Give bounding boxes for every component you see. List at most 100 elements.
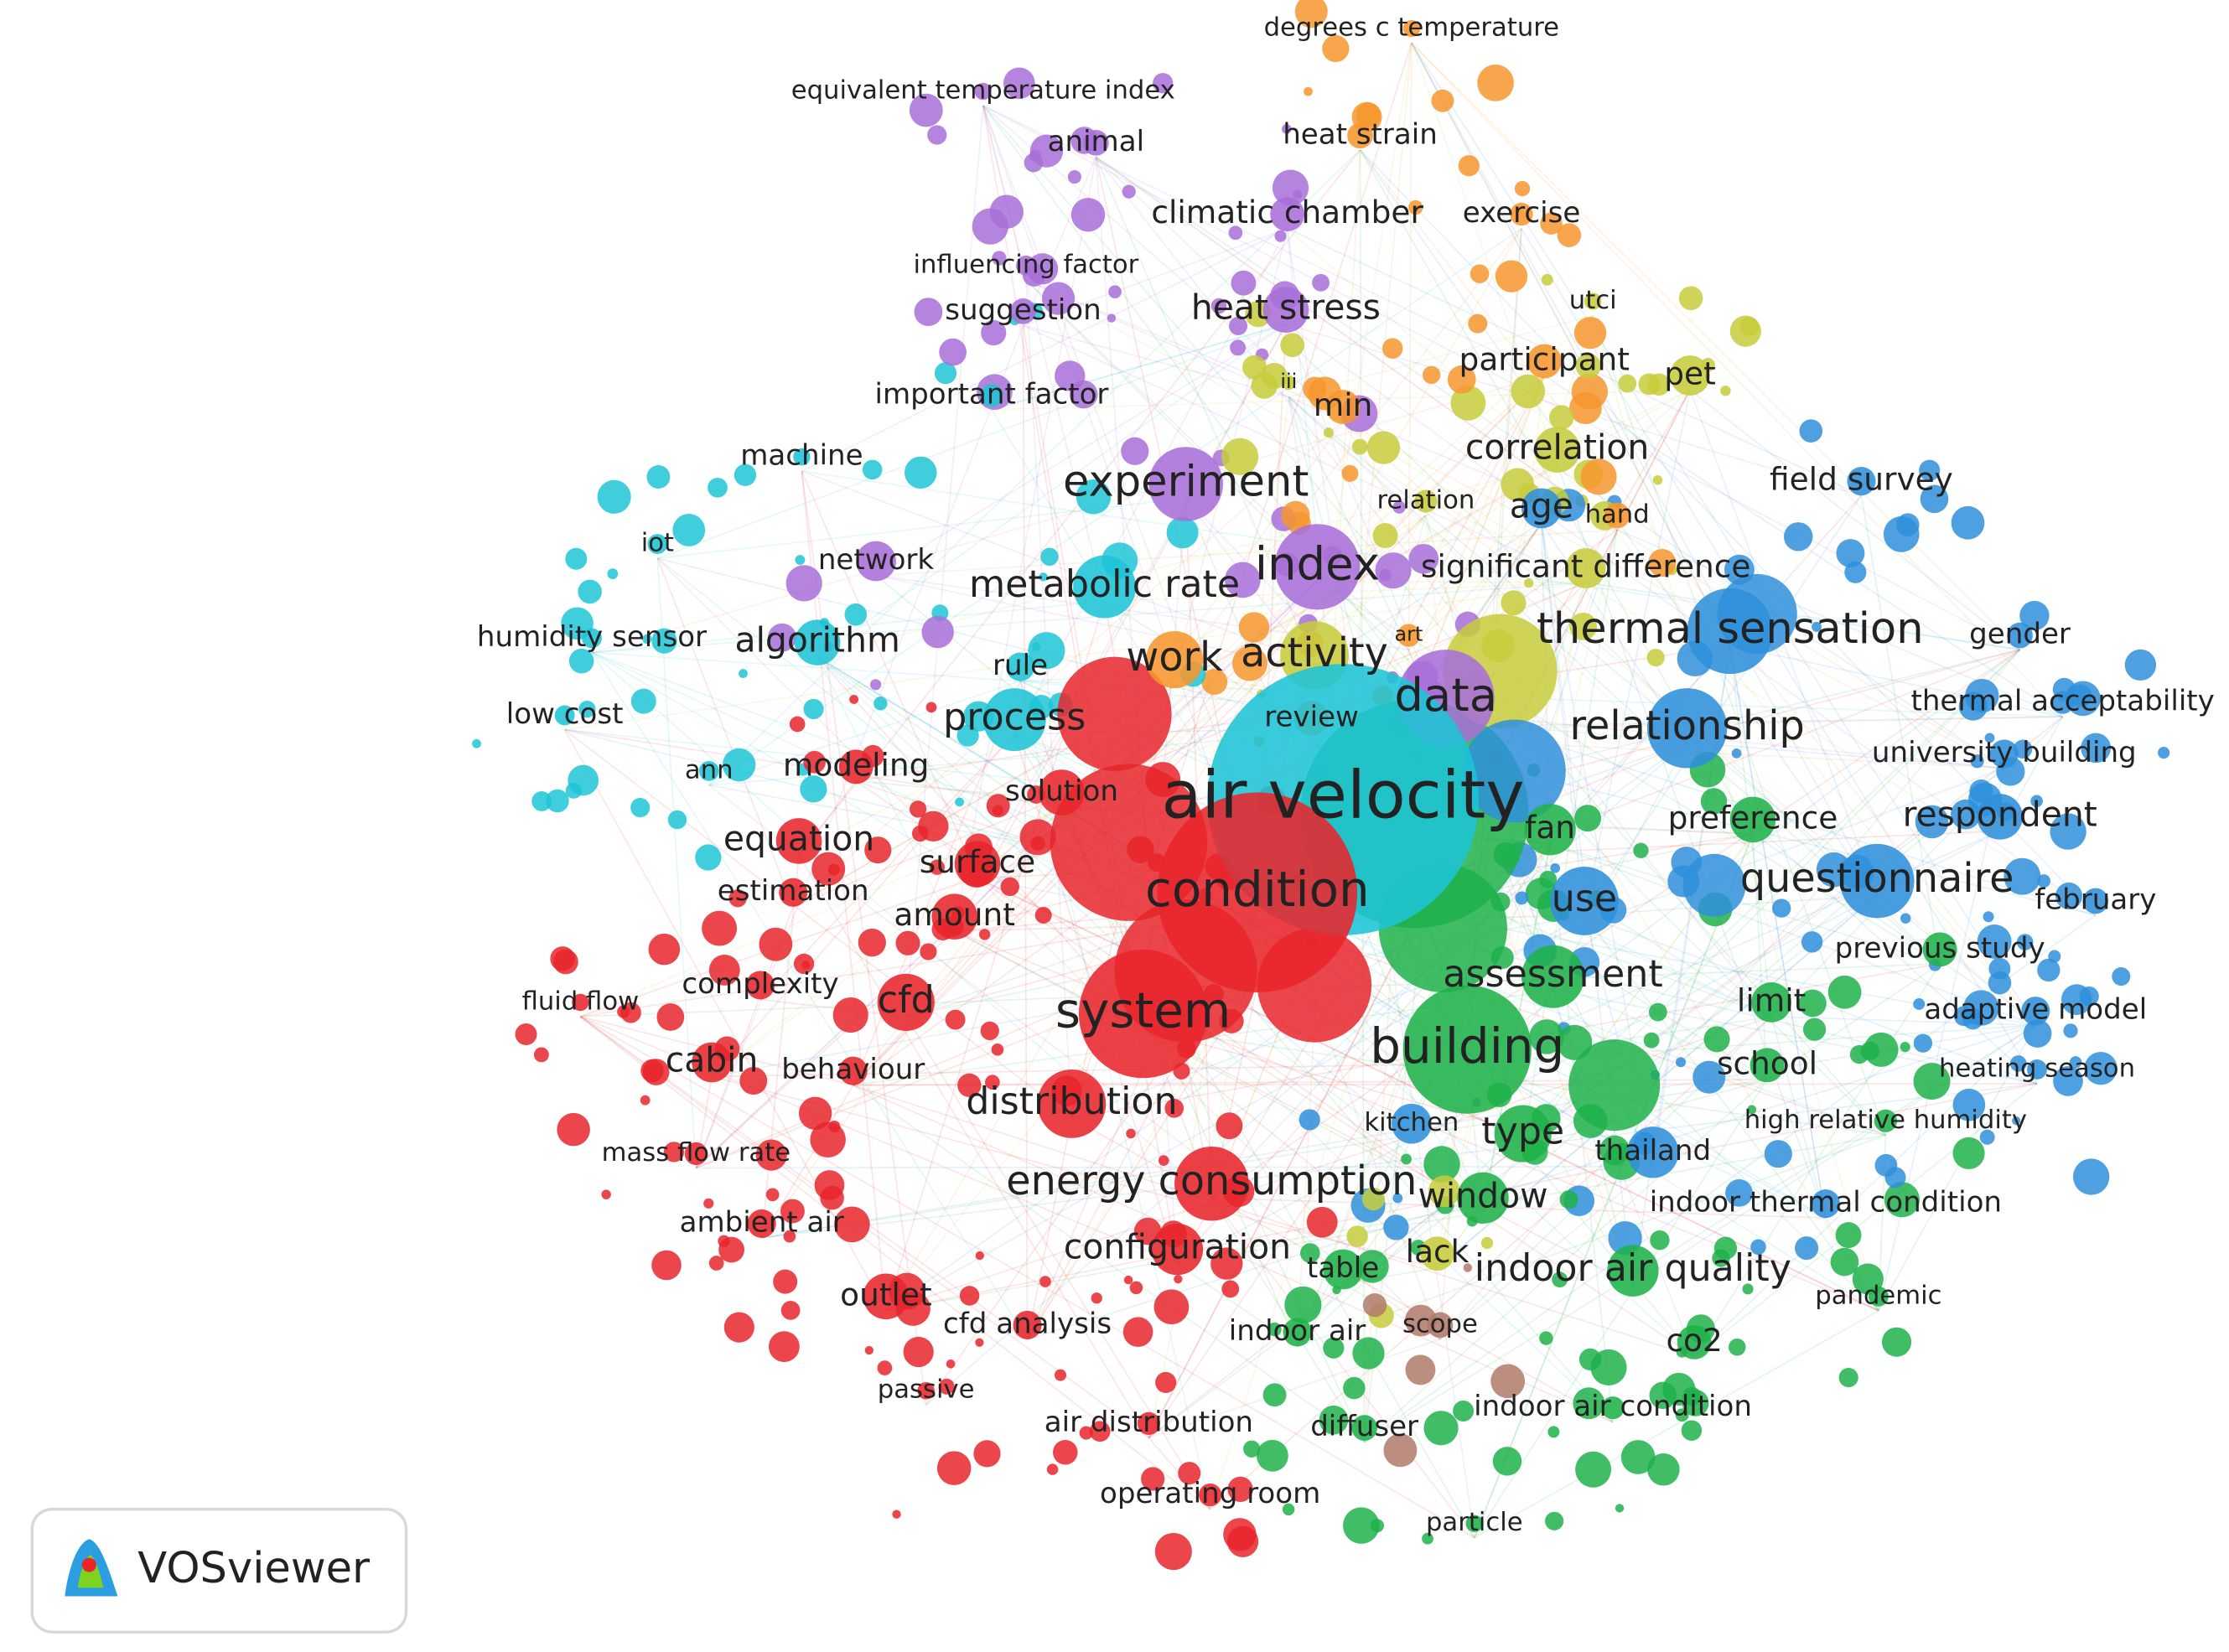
- link: [816, 324, 1287, 658]
- link: [1771, 1016, 2036, 1026]
- node-bubble: [1408, 543, 1439, 574]
- node-bubble: [1383, 1433, 1418, 1468]
- node-label: fan: [1525, 809, 1575, 846]
- node-bubble: [2051, 691, 2075, 714]
- node-label: iii: [1280, 370, 1297, 393]
- node-label: equivalent temperature index: [791, 76, 1175, 106]
- link: [1359, 149, 2036, 1026]
- node-bubble: [873, 697, 888, 711]
- node-bubble: [773, 1269, 798, 1294]
- node-bubble: [1649, 1381, 1677, 1410]
- node-bubble: [856, 541, 896, 582]
- node-bubble: [864, 1345, 874, 1355]
- node-bubble: [1402, 985, 1532, 1114]
- link: [656, 557, 1441, 1340]
- node-bubble: [892, 1510, 901, 1519]
- node-bubble: [1141, 1467, 1165, 1491]
- node-bubble: [810, 1121, 846, 1157]
- node-bubble: [1633, 842, 1649, 858]
- node-label: suggestion: [945, 293, 1102, 327]
- node-bubble: [1578, 1348, 1602, 1371]
- node-bubble: [789, 716, 806, 733]
- node-label: solution: [1005, 774, 1118, 808]
- link: [1287, 227, 1862, 496]
- node-bubble: [2082, 888, 2109, 914]
- node-bubble: [2072, 1158, 2110, 1195]
- link: [1878, 768, 2005, 1312]
- node-bubble: [667, 810, 687, 830]
- node-bubble: [1352, 1337, 1385, 1370]
- node-bubble: [1015, 255, 1036, 276]
- node-bubble: [708, 955, 740, 986]
- link: [1474, 1079, 1768, 1539]
- node-label: data: [1394, 668, 1497, 722]
- node-bubble: [1032, 642, 1041, 651]
- link: [816, 655, 1062, 808]
- node-bubble: [2050, 813, 2086, 850]
- node-bubble: [1122, 184, 1136, 199]
- link: [1729, 645, 2063, 718]
- node-bubble: [1343, 1507, 1380, 1544]
- node-label: correlation: [1465, 427, 1649, 468]
- node-bubble: [1783, 522, 1813, 552]
- node-label: preference: [1668, 799, 1838, 836]
- node-bubble: [1274, 230, 1287, 242]
- node-bubble: [1700, 788, 1728, 815]
- node-bubble: [1827, 975, 1862, 1009]
- node-label: index: [1255, 536, 1380, 590]
- link: [1014, 716, 2063, 735]
- node-bubble: [1550, 862, 1561, 873]
- link: [954, 930, 1484, 1214]
- node-bubble: [1799, 419, 1823, 443]
- node-bubble: [2009, 1055, 2027, 1072]
- link: [875, 529, 1618, 577]
- link: [1210, 1197, 1366, 1443]
- node-bubble: [1771, 899, 1791, 918]
- node-bubble: [1670, 355, 1710, 396]
- node-bubble: [1283, 1318, 1312, 1347]
- node-bubble: [2007, 622, 2033, 649]
- logo-box: [30, 1507, 408, 1634]
- node-bubble: [1922, 932, 1957, 967]
- node-bubble: [1477, 65, 1514, 101]
- node-bubble: [1984, 733, 1995, 743]
- node-bubble: [1006, 652, 1035, 681]
- node-bubble: [877, 973, 935, 1031]
- link: [1287, 227, 1558, 465]
- node-bubble: [1453, 1400, 1475, 1422]
- node-bubble: [1713, 1236, 1738, 1260]
- node-bubble: [1750, 1239, 1766, 1256]
- node-bubble: [2158, 747, 2170, 759]
- node-bubble: [656, 1003, 685, 1031]
- node-bubble: [1040, 547, 1059, 566]
- node-bubble: [1847, 467, 1876, 496]
- node-bubble: [895, 930, 920, 955]
- node-bubble: [578, 700, 596, 718]
- link: [1296, 649, 2021, 1348]
- link: [885, 228, 1522, 1312]
- node-bubble: [1703, 1026, 1730, 1053]
- node-bubble: [1988, 971, 2012, 995]
- node-label: iot: [641, 529, 674, 558]
- link: [1632, 1024, 2036, 1286]
- node-label: modeling: [783, 746, 930, 783]
- link: [991, 323, 1287, 411]
- link: [1026, 1117, 1073, 1340]
- node-bubble: [1164, 1098, 1184, 1118]
- node-bubble: [973, 1440, 1001, 1468]
- node-bubble: [1347, 122, 1373, 149]
- node-bubble: [1107, 313, 1117, 323]
- node-bubble: [2055, 882, 2083, 909]
- link: [1027, 1024, 2036, 1340]
- node-bubble: [1299, 1243, 1320, 1263]
- node-bubble: [1812, 621, 1822, 632]
- node-bubble: [702, 910, 738, 946]
- link: [656, 558, 697, 1168]
- node-bubble: [795, 555, 806, 566]
- link: [816, 656, 1614, 1423]
- node-label: heat stress: [1191, 287, 1381, 328]
- link: [1407, 43, 1413, 650]
- node-bubble: [1282, 124, 1292, 134]
- logo: VOSviewer: [30, 1507, 408, 1634]
- node-bubble: [640, 1095, 651, 1106]
